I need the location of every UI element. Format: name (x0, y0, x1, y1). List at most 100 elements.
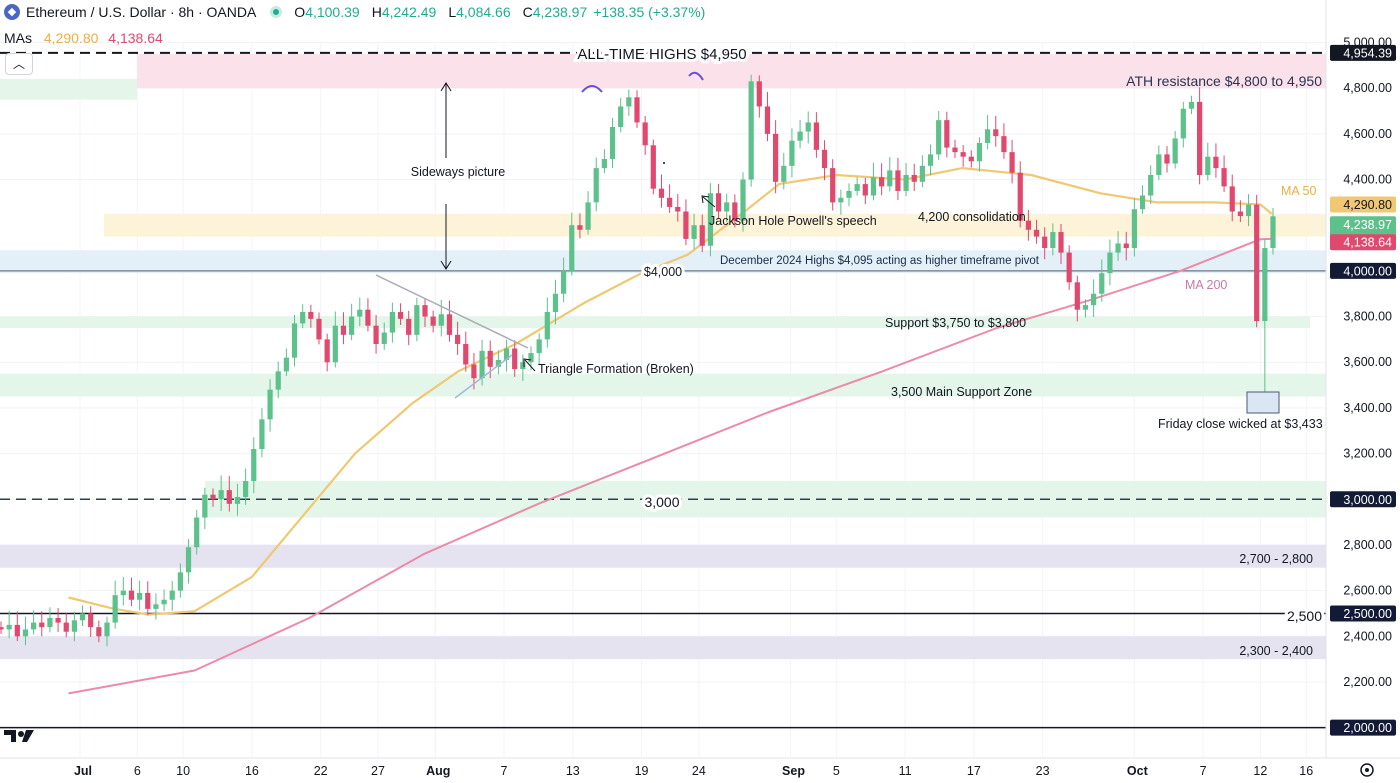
candle (22, 616, 29, 646)
candle-body (675, 206, 681, 212)
candle-body (22, 629, 29, 637)
candle (797, 119, 803, 149)
candle (177, 563, 183, 598)
candle (552, 279, 559, 325)
candle-body (365, 309, 371, 326)
collapse-legend-button[interactable]: ︿ (5, 53, 33, 75)
candle-body (128, 590, 135, 600)
candle (1245, 194, 1252, 227)
candle-body (976, 142, 983, 162)
price-tick-label: 4,800.00 (1343, 81, 1392, 95)
candle-body (373, 325, 379, 344)
close-label: C (522, 4, 533, 20)
candle (1270, 207, 1276, 255)
candle (6, 610, 12, 639)
candle (862, 177, 868, 205)
ma50-line (68, 167, 1273, 616)
candle (251, 437, 257, 494)
zone-band (0, 316, 1310, 328)
candle-body (1025, 220, 1031, 230)
candle (1172, 130, 1178, 169)
price-label-tag: 3,000.00 (1330, 491, 1396, 508)
settings-gear-icon[interactable] (1360, 763, 1374, 777)
price-label-bg (1330, 44, 1396, 61)
candle (561, 257, 567, 303)
candle (699, 214, 705, 253)
candle-body (683, 211, 689, 239)
candle-body (1188, 101, 1195, 109)
candle-body (927, 154, 934, 166)
candle-body (846, 190, 852, 198)
symbol-title[interactable]: Ethereum / U.S. Dollar · 8h · OANDA (26, 4, 257, 20)
candle (503, 339, 510, 372)
time-tick-label: Oct (1127, 764, 1149, 778)
candle (446, 300, 453, 342)
price-tick-label: 4,600.00 (1343, 127, 1392, 141)
time-tick-label: 24 (692, 764, 706, 778)
candle-body (169, 590, 175, 600)
price-axis-bg (1326, 0, 1400, 783)
triangle-upper-line (375, 274, 529, 349)
candle-body (1001, 136, 1007, 153)
candle (300, 304, 306, 329)
candle (585, 191, 591, 235)
candle-body (862, 184, 868, 196)
time-tick-label: Sep (782, 764, 805, 778)
candle (618, 97, 624, 133)
candle-body (226, 490, 232, 504)
candle (324, 333, 330, 372)
time-tick-label: 12 (1253, 764, 1267, 778)
candle-body (805, 122, 811, 132)
candle-body (1164, 154, 1170, 164)
candle (406, 310, 412, 346)
candle-body (854, 184, 860, 191)
candle (1262, 238, 1268, 401)
candle-body (911, 174, 917, 182)
candle (968, 150, 974, 168)
candle-body (1074, 282, 1080, 310)
price-label-tag: 4,290.80 (1330, 196, 1396, 213)
consolidation-label: 4,200 consolidation (918, 210, 1026, 224)
candle (381, 322, 387, 350)
candle (936, 111, 942, 161)
ma50-legend-value: 4,290.80 (43, 30, 99, 46)
candle (357, 297, 363, 327)
change-value: +138.35 (+3.37%) (593, 4, 706, 20)
candle-body (104, 622, 110, 637)
candle (1221, 155, 1227, 193)
candle (756, 75, 762, 118)
candle-body (455, 334, 461, 344)
twenty-five-hundred-label: 2,500 (1287, 608, 1322, 624)
candle (1180, 101, 1186, 148)
candle-body (137, 592, 143, 600)
candle (259, 408, 265, 458)
candle-body (1107, 252, 1113, 274)
time-tick-label: 19 (635, 764, 649, 778)
candle (1148, 165, 1154, 205)
candle-body (895, 170, 901, 191)
candle (724, 193, 730, 223)
candle (389, 302, 395, 343)
price-tick-label: 4,400.00 (1343, 173, 1392, 187)
candle-body (667, 197, 673, 207)
ma-legend[interactable]: MAs 4,290.80 4,138.64 (4, 30, 163, 46)
candle-body (1115, 243, 1121, 253)
candle-body (552, 293, 559, 312)
candle (895, 157, 901, 201)
candle (194, 509, 200, 555)
zone-band (0, 544, 1326, 568)
candle (789, 128, 795, 178)
time-tick-label: 10 (176, 764, 190, 778)
candle-body (870, 177, 877, 196)
candle (1074, 275, 1080, 322)
time-tick-label: 13 (566, 764, 580, 778)
candle (667, 184, 673, 213)
candle (1164, 146, 1170, 173)
candle-body (55, 618, 61, 623)
candle-body (47, 618, 53, 628)
price-tick-label: 3,400.00 (1343, 401, 1392, 415)
candle-body (349, 316, 355, 335)
candle-body (936, 120, 942, 155)
